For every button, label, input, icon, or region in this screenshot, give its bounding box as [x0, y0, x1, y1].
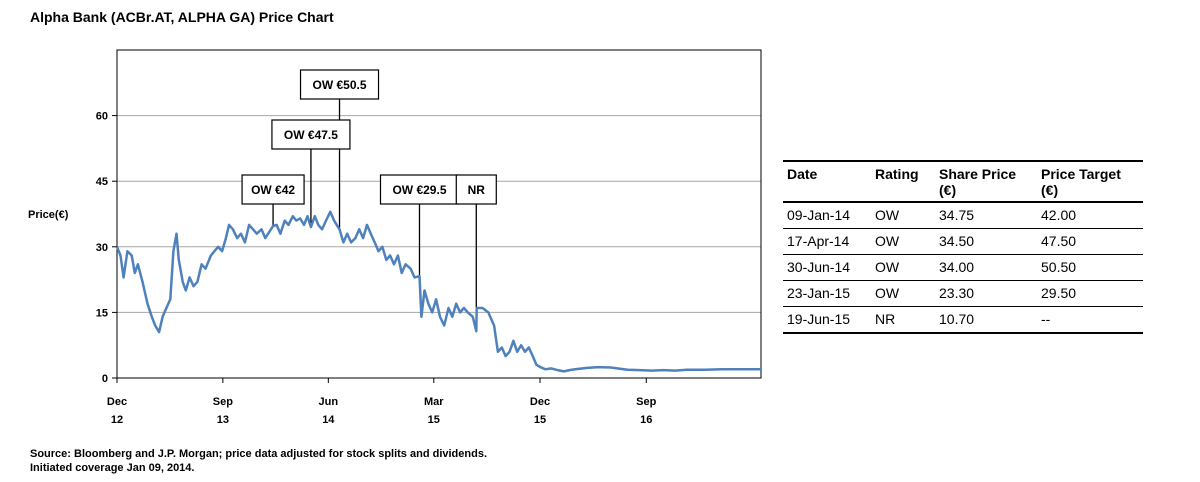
- y-tick-label: 60: [96, 111, 108, 123]
- annotation-box-frame: [379, 174, 460, 205]
- x-tick-label-year: 12: [111, 414, 123, 426]
- header-share-price: Share Price (€): [935, 161, 1037, 202]
- annotation-box-frame: [455, 174, 497, 205]
- x-tick-label-month: Sep: [636, 396, 656, 408]
- rating-history-table: Date Rating Share Price (€) Price Target…: [783, 160, 1143, 334]
- cell-share-price: 34.50: [939, 233, 975, 249]
- x-tick-label-month: Jun: [319, 396, 339, 408]
- table-row: 09-Jan-14 OW 34.75 42.00: [783, 202, 1143, 229]
- x-tick-label-month: Dec: [530, 396, 550, 408]
- cell-rating: OW: [875, 207, 900, 223]
- cell-price-target: 47.50: [1041, 233, 1077, 249]
- x-tick-label-year: 15: [534, 414, 546, 426]
- chart-title: Alpha Bank (ACBr.AT, ALPHA GA) Price Cha…: [30, 9, 334, 25]
- y-tick-label: 45: [96, 176, 108, 188]
- cell-date: 30-Jun-14: [787, 259, 851, 275]
- cell-price-target: --: [1041, 311, 1051, 327]
- x-axis: Dec 12 Sep 13 Jun 14 Mar 15 Dec 15 Sep 16: [107, 378, 657, 426]
- cell-price-target: 50.50: [1041, 259, 1077, 275]
- annotation-label: NR: [468, 183, 486, 197]
- header-price-target-line2: (€): [1041, 182, 1059, 198]
- table-row: 17-Apr-14 OW 34.50 47.50: [783, 229, 1143, 255]
- table-row: 23-Jan-15 OW 23.30 29.50: [783, 281, 1143, 307]
- y-axis: 0 15 30 45 60: [96, 111, 117, 385]
- x-tick-label-year: 13: [217, 414, 229, 426]
- x-tick-label-year: 15: [428, 414, 440, 426]
- source-note: Source: Bloomberg and J.P. Morgan; price…: [30, 447, 487, 475]
- y-tick-label: 0: [102, 373, 108, 385]
- annotation-box-frame: [299, 69, 380, 100]
- cell-share-price: 34.75: [939, 207, 975, 223]
- rating-annotation-box: OW €50.5: [299, 69, 380, 100]
- rating-annotations: OW €42 OW €47.5 OW €50.5 OW €29.5 NR: [241, 69, 497, 205]
- cell-rating: OW: [875, 285, 900, 301]
- table-header-row: Date Rating Share Price (€) Price Target…: [783, 161, 1143, 202]
- cell-rating: NR: [875, 311, 896, 327]
- y-axis-label: Price(€): [28, 209, 69, 221]
- source-line: Source: Bloomberg and J.P. Morgan; price…: [30, 448, 487, 460]
- rating-annotation-box: OW €29.5: [379, 174, 460, 205]
- x-tick-label-month: Sep: [213, 396, 233, 408]
- annotation-label: OW €42: [251, 183, 295, 197]
- rating-annotation-box: OW €42: [241, 174, 305, 205]
- header-date: Date: [787, 166, 818, 182]
- annotation-label: OW €29.5: [392, 183, 446, 197]
- grid-lines: [117, 115, 761, 313]
- table-row: 19-Jun-15 NR 10.70 --: [783, 307, 1143, 333]
- x-tick-label-year: 14: [322, 414, 335, 426]
- plot-area: [116, 49, 762, 379]
- annotation-box-frame: [271, 119, 351, 150]
- header-price-target: Price Target (€): [1037, 161, 1143, 202]
- header-share-price-line2: (€): [939, 182, 957, 198]
- annotation-label: OW €47.5: [284, 128, 338, 142]
- cell-date: 17-Apr-14: [787, 233, 850, 249]
- x-tick-label-month: Mar: [424, 396, 444, 408]
- rating-annotation-box: OW €47.5: [271, 119, 351, 150]
- table-row: 30-Jun-14 OW 34.00 50.50: [783, 255, 1143, 281]
- annotation-box-frame: [241, 174, 305, 205]
- price-series-line: [115, 210, 761, 373]
- cell-rating: OW: [875, 233, 900, 249]
- rating-annotation-box: NR: [455, 174, 497, 205]
- header-price-target-line1: Price Target: [1041, 166, 1121, 182]
- header-rating: Rating: [875, 166, 919, 182]
- cell-date: 19-Jun-15: [787, 311, 851, 327]
- x-tick-label-month: Dec: [107, 396, 127, 408]
- cell-rating: OW: [875, 259, 900, 275]
- y-tick-label: 15: [96, 307, 108, 319]
- cell-price-target: 42.00: [1041, 207, 1077, 223]
- cell-share-price: 10.70: [939, 311, 975, 327]
- cell-share-price: 23.30: [939, 285, 975, 301]
- cell-date: 23-Jan-15: [787, 285, 851, 301]
- coverage-note: Initiated coverage Jan 09, 2014.: [30, 462, 195, 474]
- cell-share-price: 34.00: [939, 259, 975, 275]
- cell-date: 09-Jan-14: [787, 207, 851, 223]
- annotation-label: OW €50.5: [313, 78, 367, 92]
- x-tick-label-year: 16: [640, 414, 652, 426]
- header-share-price-line1: Share Price: [939, 166, 1017, 182]
- cell-price-target: 29.50: [1041, 285, 1077, 301]
- y-tick-label: 30: [96, 242, 108, 254]
